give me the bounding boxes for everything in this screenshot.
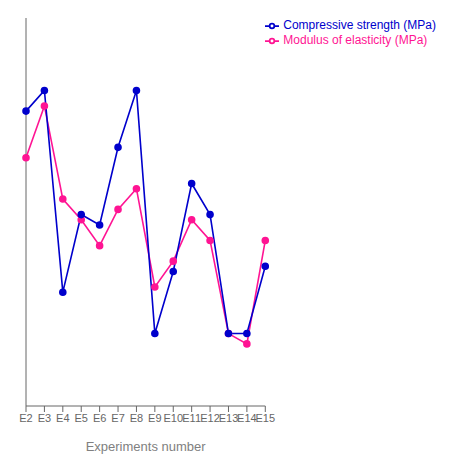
- svg-text:E2: E2: [19, 412, 32, 424]
- svg-text:E11: E11: [182, 412, 201, 424]
- svg-text:E3: E3: [38, 412, 51, 424]
- svg-text:E5: E5: [74, 412, 87, 424]
- svg-text:E7: E7: [111, 412, 124, 424]
- svg-text:E4: E4: [56, 412, 69, 424]
- svg-text:E13: E13: [219, 412, 239, 424]
- svg-text:E6: E6: [93, 412, 106, 424]
- html-text:Modulus of elasticity (MPa): Modulus of elasticity (MPa): [283, 32, 428, 47]
- svg-text:E15: E15: [255, 412, 275, 424]
- svg-text:E14: E14: [237, 412, 257, 424]
- svg-text:E12: E12: [200, 412, 220, 424]
- svg-text:E9: E9: [148, 412, 161, 424]
- svg-text:E10: E10: [163, 412, 183, 424]
- svg-text:Experiments number: Experiments number: [86, 439, 207, 454]
- svg-text:E8: E8: [130, 412, 143, 424]
- html-text:Compressive strength (MPa): Compressive strength (MPa): [283, 18, 436, 32]
